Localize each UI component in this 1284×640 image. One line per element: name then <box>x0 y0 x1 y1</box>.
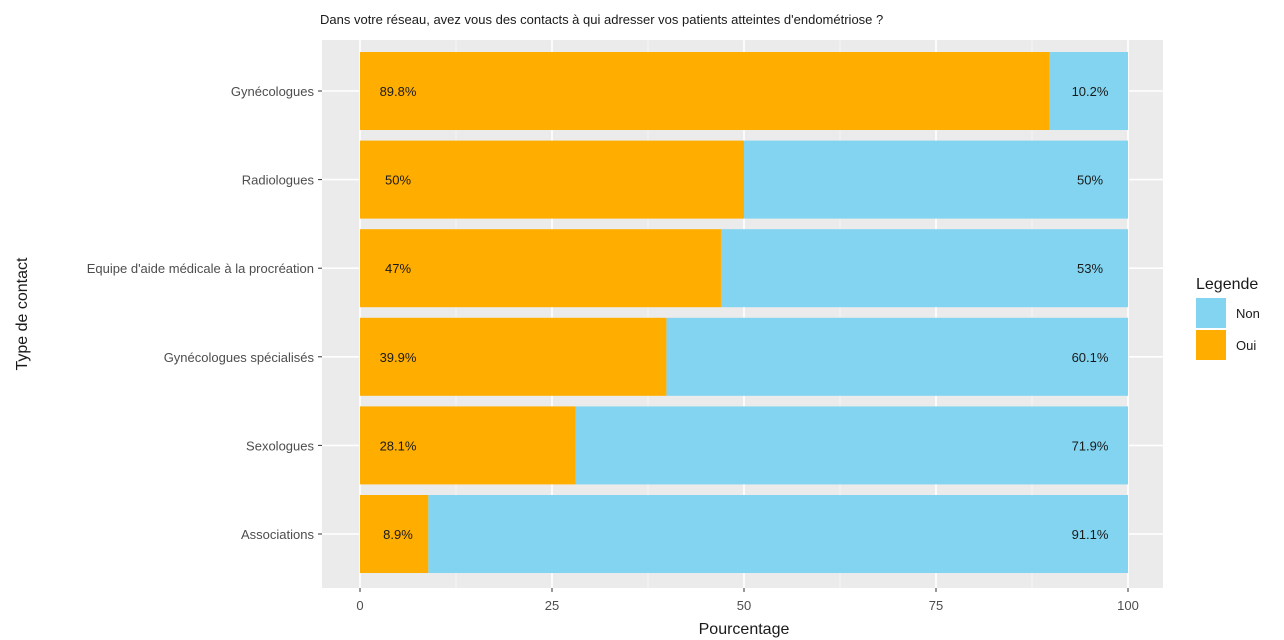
y-axis-title: Type de contact <box>14 257 31 371</box>
legend-label-oui: Oui <box>1236 338 1256 353</box>
bar-non <box>744 140 1128 219</box>
legend-key-oui <box>1196 330 1226 360</box>
bar-non <box>575 406 1128 485</box>
bar-oui <box>360 495 429 573</box>
x-tick-label: 100 <box>1117 598 1139 613</box>
legend-label-non: Non <box>1236 306 1260 321</box>
data-label-oui: 8.9% <box>383 527 413 542</box>
data-label-oui: 89.8% <box>380 84 417 99</box>
x-tick-label: 50 <box>737 598 751 613</box>
bar-oui <box>360 140 744 219</box>
bar-oui <box>360 52 1050 130</box>
data-label-non: 50% <box>1077 173 1103 188</box>
y-axis: Gynécologues Radiologues Equipe d'aide méd… <box>87 84 322 542</box>
x-axis-title: Pourcentage <box>699 621 790 638</box>
y-tick-label: Equipe d'aide médicale à la procréation <box>87 261 314 276</box>
legend-title: Legende <box>1196 276 1258 293</box>
x-tick-label: 0 <box>356 598 363 613</box>
data-label-non: 91.1% <box>1072 527 1109 542</box>
data-label-non: 60.1% <box>1072 350 1109 365</box>
data-label-non: 53% <box>1077 261 1103 276</box>
y-tick-label: Gynécologues spécialisés <box>164 350 315 365</box>
chart-title: Dans votre réseau, avez vous des contact… <box>320 12 883 27</box>
data-label-oui: 47% <box>385 261 411 276</box>
y-tick-label: Sexologues <box>246 438 314 453</box>
x-axis: 0 25 50 75 100 <box>356 588 1139 613</box>
y-tick-label: Radiologues <box>242 173 315 188</box>
legend-key-non <box>1196 298 1226 328</box>
bar-non <box>1049 52 1128 130</box>
bar-oui <box>360 317 667 396</box>
data-label-non: 10.2% <box>1072 84 1109 99</box>
legend: Legende Non Oui <box>1196 276 1260 360</box>
bar-oui <box>360 406 576 485</box>
data-labels: 89.8% 10.2% 50% 50% 47% 53% 39.9% 60.1% 28.1% 71.… <box>380 84 1109 542</box>
y-tick-label: Gynécologues <box>231 84 315 99</box>
bar-non <box>428 495 1128 573</box>
bar-oui <box>360 229 721 308</box>
bar-non <box>720 229 1128 308</box>
y-tick-label: Associations <box>241 527 314 542</box>
data-label-oui: 39.9% <box>380 350 417 365</box>
data-label-oui: 28.1% <box>380 438 417 453</box>
bar-non <box>666 317 1128 396</box>
bars <box>360 52 1128 573</box>
x-tick-label: 75 <box>929 598 943 613</box>
x-tick-label: 25 <box>545 598 559 613</box>
data-label-non: 71.9% <box>1072 438 1109 453</box>
data-label-oui: 50% <box>385 173 411 188</box>
